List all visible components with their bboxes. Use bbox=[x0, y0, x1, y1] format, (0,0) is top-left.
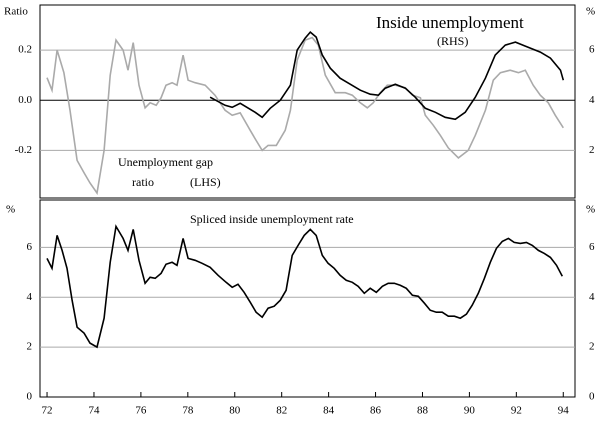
y2-tick-label: 0 bbox=[589, 391, 595, 403]
y2-tick-label: 2 bbox=[589, 144, 595, 156]
x-tick-label: 76 bbox=[135, 405, 147, 417]
y-tick-label: 0 bbox=[27, 391, 33, 403]
y-tick-label: 6 bbox=[27, 241, 33, 253]
y2-tick-label: 6 bbox=[589, 241, 595, 253]
x-tick-label: 94 bbox=[558, 405, 570, 417]
y2-tick-label: 2 bbox=[589, 341, 595, 353]
series-label: Spliced inside unemployment rate bbox=[190, 212, 354, 226]
x-tick-label: 78 bbox=[182, 405, 194, 417]
x-tick-label: 90 bbox=[464, 405, 476, 417]
y-tick-label: 0.0 bbox=[18, 94, 32, 106]
series-label: Inside unemployment bbox=[376, 13, 524, 32]
series-line bbox=[209, 30, 565, 121]
y-axis-label: Ratio bbox=[4, 6, 28, 18]
x-tick-label: 86 bbox=[370, 405, 382, 417]
bottom-panel-frame bbox=[39, 199, 576, 398]
y-axis-label: % bbox=[6, 204, 15, 216]
series-label: ratio bbox=[132, 175, 154, 189]
y-tick-label: 4 bbox=[27, 291, 33, 303]
y-tick-label: 2 bbox=[27, 341, 33, 353]
y2-tick-label: 4 bbox=[589, 291, 595, 303]
series-line bbox=[46, 224, 564, 349]
y2-tick-label: 6 bbox=[589, 44, 595, 56]
x-tick-label: 82 bbox=[276, 405, 287, 417]
y-tick-label: 0.2 bbox=[18, 44, 32, 56]
x-tick-label: 88 bbox=[417, 405, 429, 417]
x-tick-label: 74 bbox=[88, 405, 100, 417]
series-line bbox=[46, 36, 564, 196]
series-note: (LHS) bbox=[190, 175, 221, 189]
y2-axis-label: % bbox=[586, 6, 595, 18]
top-panel-frame bbox=[39, 4, 576, 199]
x-tick-label: 80 bbox=[229, 405, 241, 417]
y2-tick-label: 4 bbox=[589, 94, 595, 106]
x-tick-label: 92 bbox=[511, 405, 522, 417]
x-tick-label: 72 bbox=[42, 405, 53, 417]
y-tick-label: -0.2 bbox=[15, 144, 32, 156]
x-tick-label: 84 bbox=[323, 405, 335, 417]
series-note: (RHS) bbox=[437, 34, 468, 48]
y2-axis-label: % bbox=[586, 204, 595, 216]
series-label: Unemployment gap bbox=[118, 155, 213, 169]
